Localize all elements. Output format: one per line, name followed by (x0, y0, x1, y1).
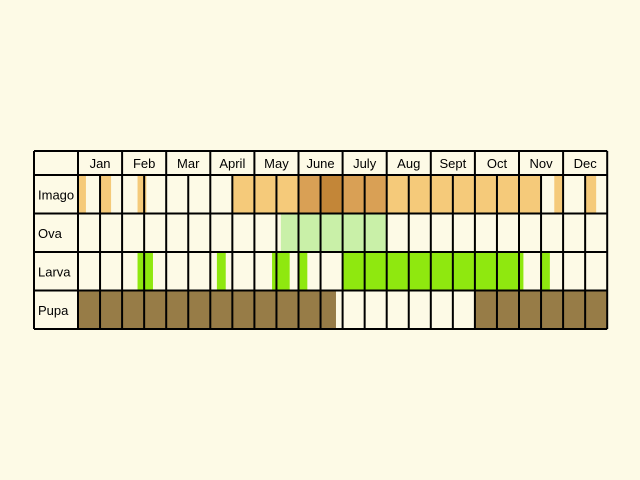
month-label: July (353, 156, 377, 171)
larva-segment (298, 252, 308, 291)
imago-segment (585, 175, 597, 214)
larva-segment (272, 252, 290, 291)
row-label-ova: Ova (38, 226, 63, 241)
month-label: Dec (574, 156, 598, 171)
month-label: May (264, 156, 289, 171)
larva-segment (137, 252, 153, 291)
imago-segment (320, 175, 343, 214)
month-label: April (219, 156, 245, 171)
month-label: June (306, 156, 334, 171)
month-label: Oct (487, 156, 508, 171)
chart-labels: Jan Feb Mar April May June July Aug Sept Oct Nov De… (38, 156, 597, 318)
month-label: Mar (177, 156, 200, 171)
month-label: Aug (397, 156, 420, 171)
pupa-segment (78, 290, 336, 329)
imago-segment (78, 175, 86, 214)
larva-segment (342, 252, 524, 291)
row-label-larva: Larva (38, 264, 71, 279)
month-label: Feb (133, 156, 155, 171)
chart-grid (33, 150, 609, 330)
imago-segment (298, 175, 321, 214)
month-label: Sept (439, 156, 466, 171)
larva-segment (216, 252, 226, 291)
row-label-pupa: Pupa (38, 303, 69, 318)
larva-segment (541, 252, 550, 291)
month-label: Nov (529, 156, 553, 171)
row-label-imago: Imago (38, 187, 74, 202)
ova-segment (280, 213, 387, 252)
imago-segment (137, 175, 147, 214)
month-label: Jan (90, 156, 111, 171)
imago-segment (232, 175, 299, 214)
imago-segment (100, 175, 112, 214)
imago-segment (554, 175, 564, 214)
imago-segment (386, 175, 542, 214)
